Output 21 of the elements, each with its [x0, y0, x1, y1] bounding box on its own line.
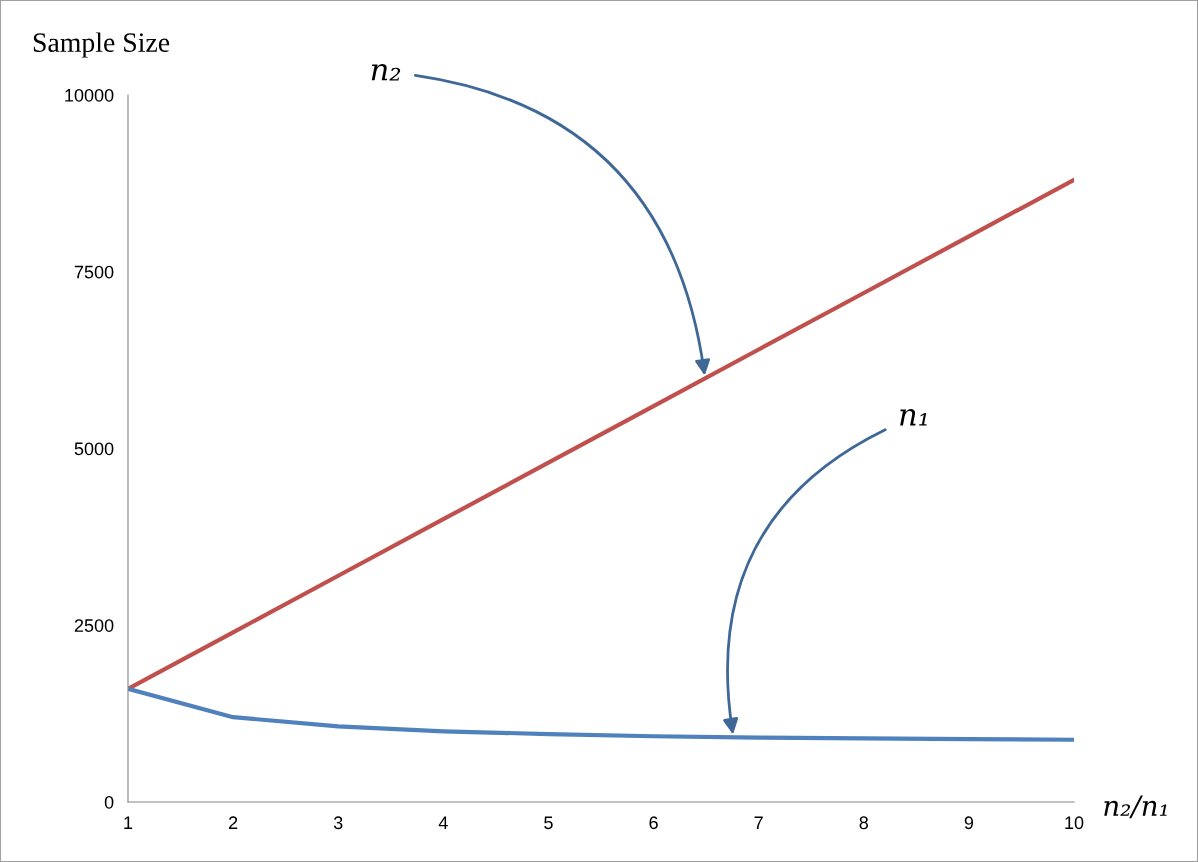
y-axis-title: Sample Size — [33, 32, 170, 58]
x-tick-label: 1 — [124, 816, 133, 829]
y-tick-label: 2500 — [74, 619, 114, 632]
y-tick-label: 0 — [104, 795, 114, 809]
x-tick-label: 6 — [649, 816, 658, 830]
x-tick-label: 5 — [544, 816, 553, 830]
x-tick-label: 4 — [438, 816, 448, 829]
y-tick-label: 7500 — [74, 265, 114, 279]
text: n₁ — [900, 409, 927, 426]
x-tick-label: 8 — [859, 816, 869, 830]
line-series — [128, 177, 1074, 691]
x-tick-label: 3 — [333, 816, 343, 830]
y-tick-label: 10000 — [65, 88, 114, 102]
line-series — [128, 686, 1074, 742]
y-tick-label: 5000 — [74, 442, 114, 456]
text: n₂ — [371, 64, 401, 81]
x-axis-title: n₂/n₁ — [1104, 795, 1167, 819]
x-tick-label: 2 — [229, 816, 238, 829]
x-tick-label: 9 — [964, 816, 974, 830]
x-tick-label: 7 — [754, 816, 763, 829]
x-tick-label: 10 — [1065, 816, 1084, 830]
